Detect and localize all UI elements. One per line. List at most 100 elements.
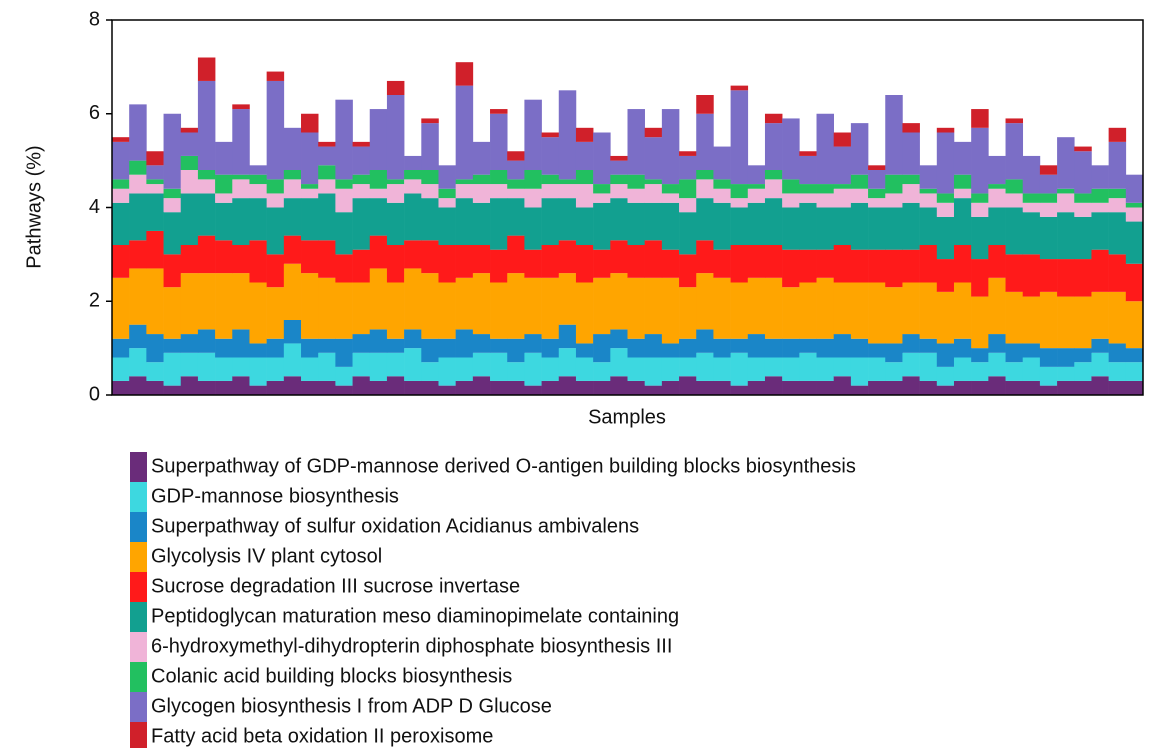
bar-segment [644, 385, 663, 395]
bar-segment [249, 282, 267, 344]
bar-segment [472, 202, 491, 245]
bar-segment [112, 188, 130, 203]
bar-segment [455, 329, 474, 358]
bar-segment [558, 376, 577, 395]
bar-segment [438, 165, 456, 189]
bar-segment [833, 132, 852, 147]
bar-segment [644, 184, 663, 203]
bar-segment [1005, 193, 1024, 208]
bar-segment [266, 287, 285, 339]
bar-segment [575, 357, 594, 381]
bar-segment [799, 155, 817, 185]
bar-segment [524, 385, 542, 395]
bar-segment [988, 334, 1006, 353]
bar-segment [936, 127, 955, 133]
bar-segment [1039, 165, 1058, 175]
bar-segment [782, 179, 800, 194]
bar-segment [593, 184, 611, 194]
bar-segment [1005, 118, 1024, 124]
bar-segment [661, 184, 680, 194]
bar-segment [696, 329, 714, 353]
bar-segment [318, 277, 336, 339]
bar-segment [593, 193, 611, 203]
bar-segment [696, 240, 714, 274]
bar-segment [1022, 343, 1041, 358]
bar-segment [421, 118, 439, 124]
bar-segment [1108, 127, 1127, 142]
bar-segment [301, 240, 319, 274]
bar-segment [1074, 151, 1092, 194]
bar-segment [679, 287, 697, 339]
bar-segment [335, 282, 353, 339]
bar-segment [541, 174, 560, 185]
bar-segment [1074, 259, 1092, 297]
bar-segment [386, 245, 405, 283]
bar-segment [421, 198, 439, 241]
bar-segment [610, 329, 628, 349]
bar-segment [146, 184, 164, 194]
bar-segment [575, 127, 594, 142]
bar-segment [146, 165, 164, 180]
bar-segment [490, 109, 508, 114]
bar-segment [404, 240, 422, 269]
bar-segment [713, 338, 731, 358]
bar-segment [1108, 141, 1127, 189]
legend-swatch [130, 482, 147, 512]
bar-segment [936, 385, 955, 395]
bar-segment [197, 179, 216, 194]
bar-segment [1005, 123, 1024, 180]
bar-segment [679, 198, 697, 213]
bar-segment [575, 282, 594, 344]
bar-segment [902, 123, 920, 133]
bar-segment [541, 198, 560, 245]
bar-segment [764, 376, 783, 395]
bar-segment [747, 380, 766, 395]
bar-segment [146, 380, 164, 395]
bar-segment [850, 338, 869, 358]
bar-segment [713, 249, 731, 278]
bar-segment [335, 385, 353, 395]
bar-segment [352, 282, 371, 335]
bar-segment [283, 170, 302, 180]
bar-segment [455, 184, 474, 199]
bar-segment [1005, 291, 1024, 344]
bar-segment [902, 282, 920, 335]
bar-segment [1108, 198, 1127, 213]
bar-segment [215, 338, 233, 358]
bar-segment [386, 352, 405, 377]
bar-segment [850, 249, 869, 283]
bar-segment [507, 362, 525, 381]
bar-segment [988, 245, 1006, 278]
bar-segment [764, 179, 783, 199]
bar-segment [782, 287, 800, 339]
bar-segment [1005, 207, 1024, 255]
bar-segment [472, 273, 491, 335]
bar-segment [816, 357, 834, 381]
bar-segment [868, 380, 886, 395]
bar-segment [266, 380, 285, 395]
bar-segment [421, 273, 439, 339]
bar-segment [833, 376, 852, 395]
bar-segment [816, 249, 834, 278]
bar-segment [335, 212, 353, 255]
bar-segment [1039, 202, 1058, 217]
bar-segment [799, 352, 817, 381]
bar-segment [232, 376, 250, 395]
bar-segment [1091, 376, 1109, 395]
bar-segment [1005, 343, 1024, 363]
bar-segment [455, 245, 474, 278]
legend-swatch [130, 512, 147, 542]
bar-segment [593, 334, 611, 363]
bar-segment [232, 273, 250, 330]
bar-segment [936, 132, 955, 194]
bar-segment [799, 193, 817, 203]
bar-segment [197, 273, 216, 330]
bar-segment [764, 357, 783, 377]
bar-segment [541, 338, 560, 358]
bar-segment [868, 207, 886, 250]
bar-segment [971, 216, 989, 260]
bar-segment [318, 146, 336, 166]
legend-swatch [130, 572, 147, 602]
bar-segment [455, 277, 474, 330]
bar-segment [902, 184, 920, 203]
